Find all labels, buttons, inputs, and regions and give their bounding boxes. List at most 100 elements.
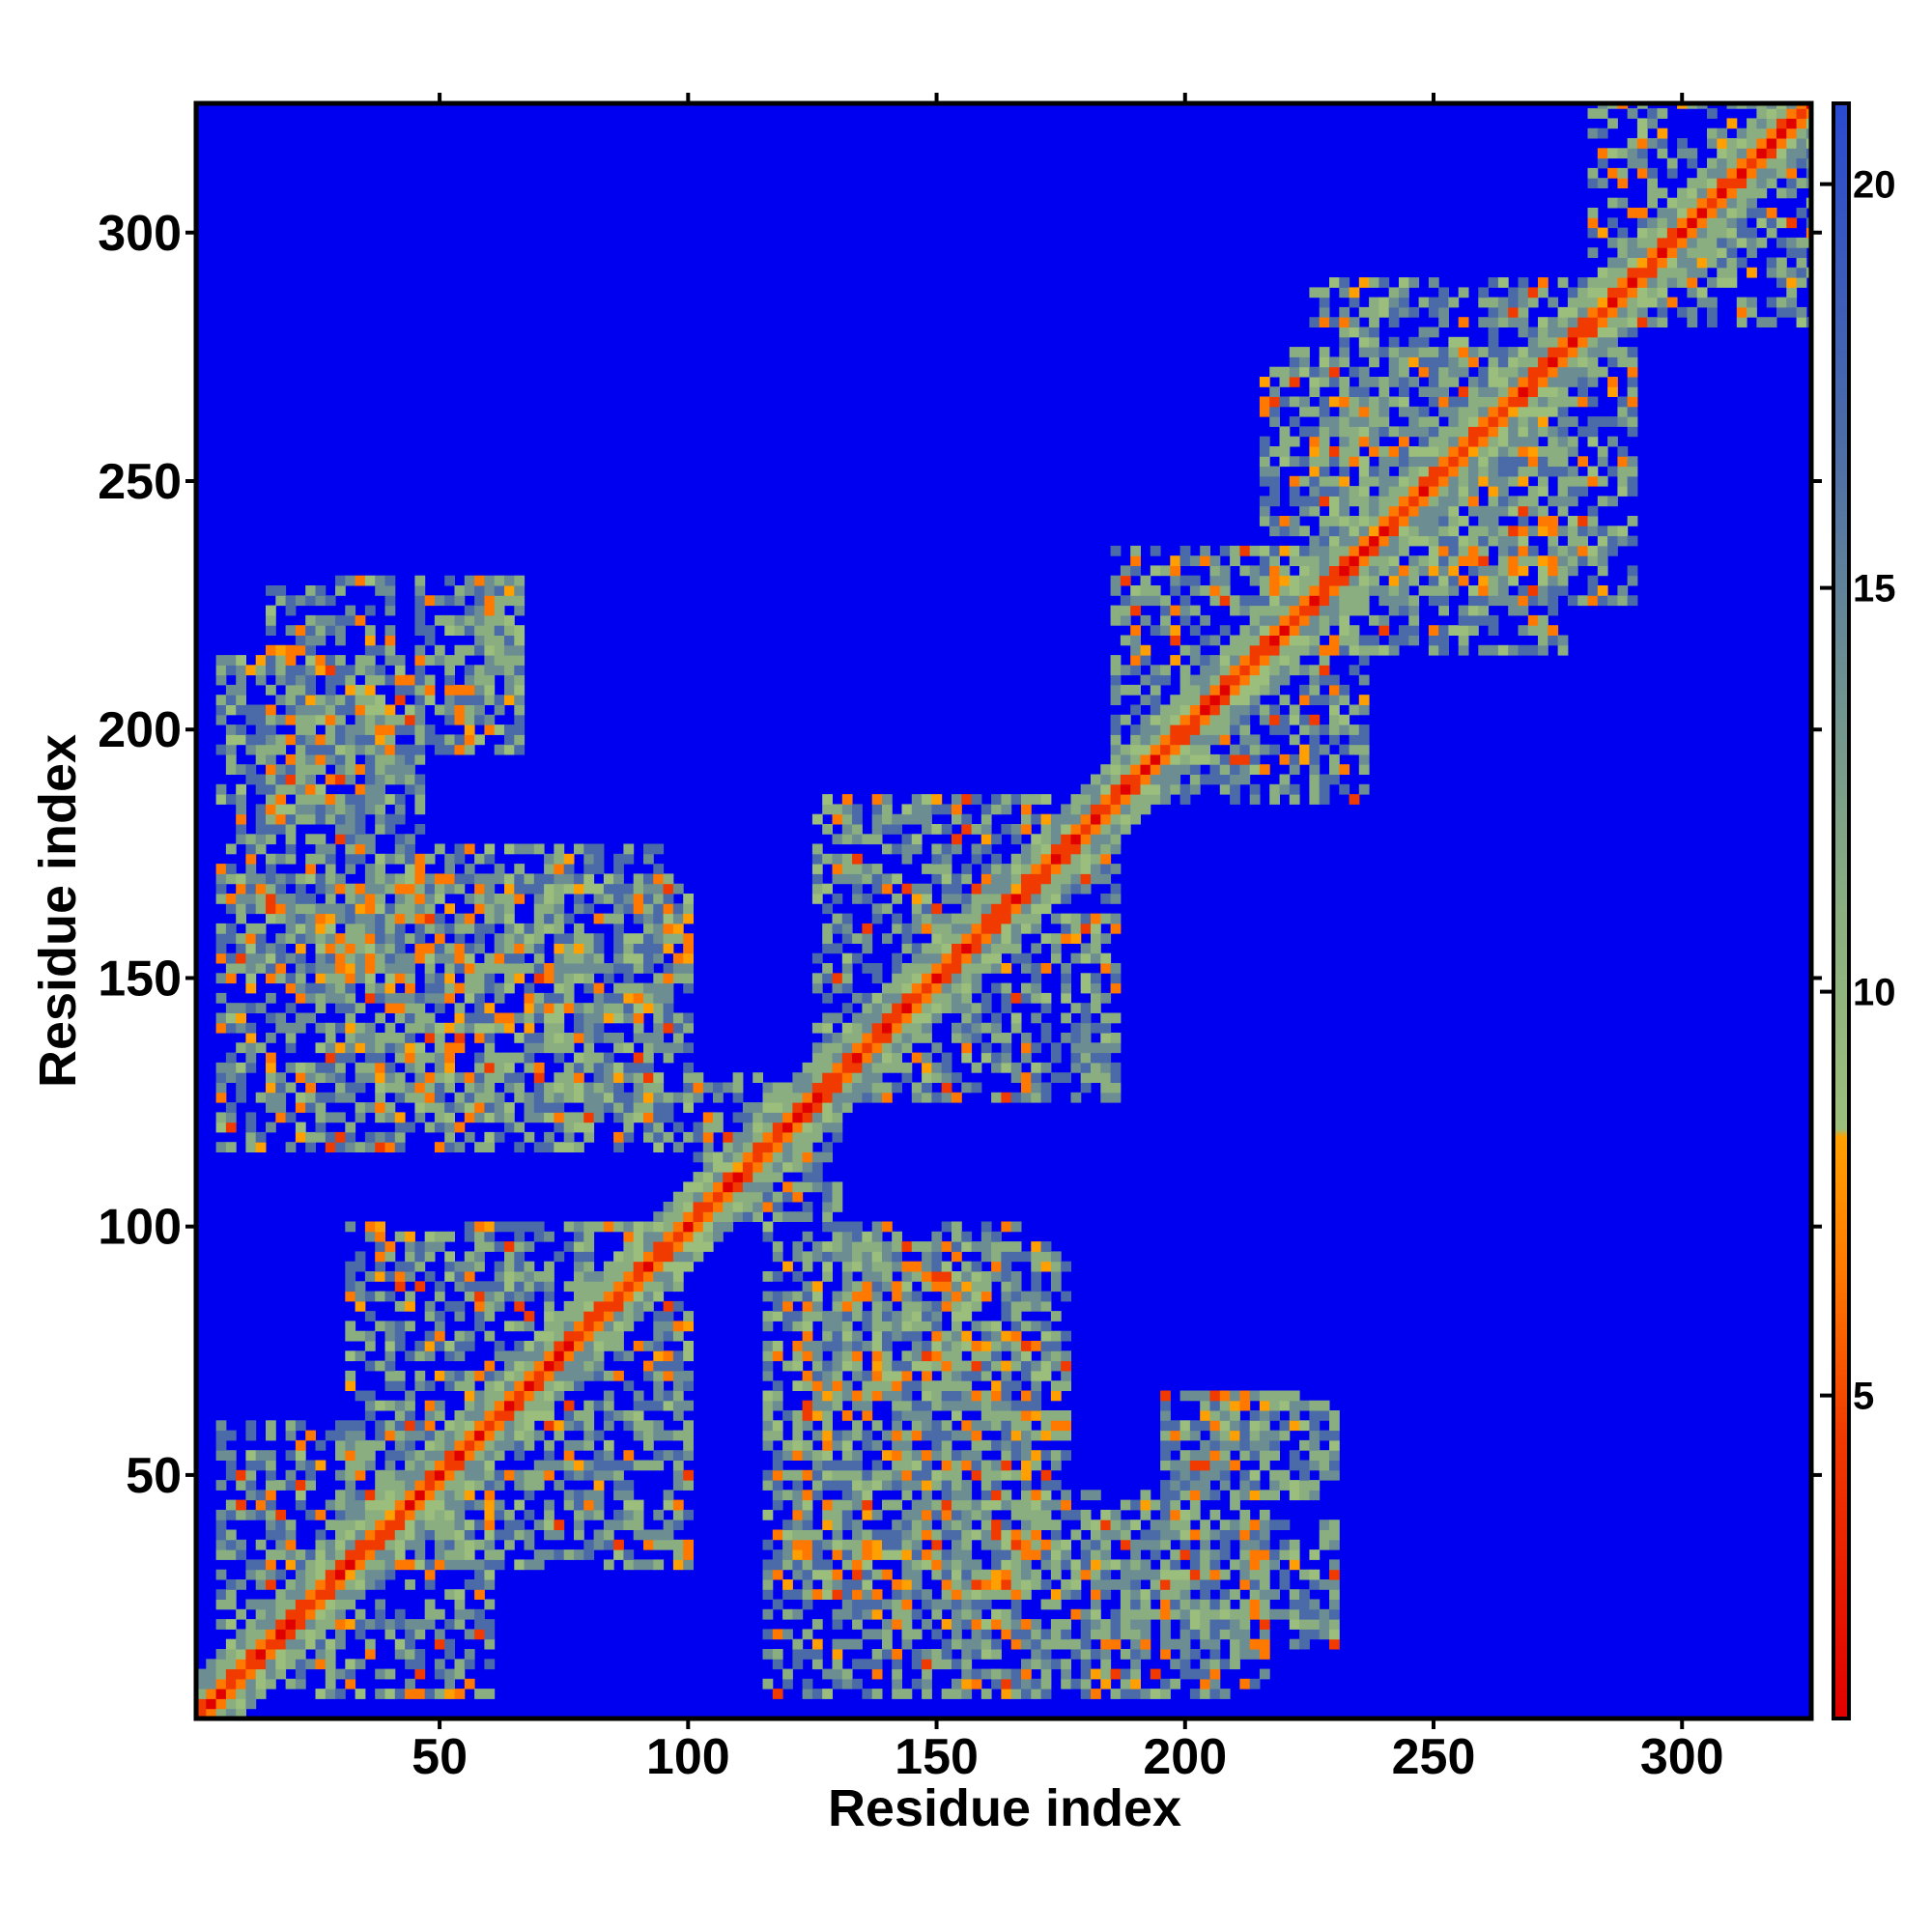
heatmap-cell [225,933,237,944]
heatmap-cell [672,1042,684,1054]
heatmap-cell [892,1231,902,1242]
heatmap-cell [494,625,505,636]
heatmap-cell [454,853,466,865]
heatmap-cell [375,1668,385,1680]
heatmap-cell [255,734,267,746]
heatmap-cell [1031,1649,1042,1660]
heatmap-cell [1001,992,1012,1004]
heatmap-cell [613,1300,624,1312]
heatmap-cell [633,933,644,944]
heatmap-cell [623,982,635,994]
heatmap-cell [1040,1559,1052,1571]
heatmap-cell [811,883,823,895]
heatmap-cell [305,704,316,716]
heatmap-cell [444,952,455,964]
heatmap-cell [643,1241,654,1252]
heatmap-cell [225,1698,237,1710]
heatmap-cell [225,1599,237,1610]
heatmap-cell [822,1370,833,1381]
heatmap-cell [832,913,843,924]
heatmap-cell [941,923,952,934]
heatmap-cell [1110,1092,1122,1103]
heatmap-cell [574,923,584,934]
heatmap-cell [792,1509,804,1520]
heatmap-cell [275,952,287,964]
heatmap-cell [484,1420,496,1432]
heatmap-cell [434,1112,445,1123]
heatmap-cell [464,894,475,904]
heatmap-cell [345,674,356,686]
heatmap-cell [862,873,873,885]
heatmap-cell [474,963,485,974]
heatmap-cell [454,1300,466,1312]
heatmap-cell [464,704,475,716]
heatmap-cell [672,1271,684,1282]
heatmap-cell [980,813,992,825]
heatmap-cell [1040,824,1052,835]
heatmap-cell [663,1499,674,1511]
heatmap-cell [484,1112,496,1123]
heatmap-cell [474,1261,485,1272]
heatmap-cell [841,1539,853,1550]
heatmap-cell [266,614,276,626]
heatmap-cell [434,704,445,716]
heatmap-cell [474,1082,485,1094]
heatmap-cell [613,1271,624,1282]
heatmap-cell [345,1430,356,1441]
heatmap-cell [980,1499,992,1511]
heatmap-cell [1070,1003,1082,1013]
heatmap-cell [215,1599,227,1610]
heatmap-cell [375,1251,385,1263]
heatmap-cell [364,1341,376,1351]
heatmap-cell [1080,1649,1092,1660]
heatmap-cell [236,894,246,904]
heatmap-cell [980,1400,992,1411]
heatmap-cell [504,585,515,596]
heatmap-cell [841,873,853,885]
heatmap-cell [484,1003,496,1013]
heatmap-cell [275,804,287,815]
heatmap-cell [762,1172,774,1182]
heatmap-cell [663,1360,674,1372]
heatmap-cell [315,655,327,666]
heatmap-cell [444,1350,455,1362]
heatmap-cell [474,684,485,696]
heatmap-cell [384,575,396,586]
heatmap-cell [325,1608,336,1620]
heatmap-cell [653,1142,665,1152]
heatmap-cell [633,1341,644,1351]
heatmap-cell [255,783,267,795]
heatmap-cell [1001,903,1012,915]
heatmap-cell [484,635,496,646]
heatmap-cell [1061,1291,1071,1302]
heatmap-cell [1170,1499,1181,1511]
heatmap-cell [494,1370,505,1381]
heatmap-cell [325,952,336,964]
heatmap-cell [1070,1529,1082,1541]
heatmap-cell [1040,1499,1052,1511]
heatmap-cell [285,1589,297,1600]
heatmap-cell [1061,883,1071,895]
heatmap-cell [384,1112,396,1123]
heatmap-cell [633,1271,644,1282]
heatmap-cell [285,1042,297,1054]
heatmap-cell [484,575,496,586]
heatmap-cell [364,1579,376,1590]
heatmap-cell [1080,873,1092,885]
heatmap-cell [702,1172,714,1182]
heatmap-cell [683,894,694,904]
heatmap-cell [980,1629,992,1640]
heatmap-cell [1120,1649,1131,1660]
heatmap-cell [802,1490,813,1501]
heatmap-cell [952,873,962,885]
heatmap-cell [901,1300,913,1312]
heatmap-cell [653,913,665,924]
heatmap-cell [524,1410,535,1421]
heatmap-cell [811,1291,823,1302]
heatmap-cell [1160,1689,1171,1699]
heatmap-cell [1070,1509,1082,1520]
heatmap-cell [384,1102,396,1113]
heatmap-cell [762,1678,774,1690]
heatmap-cell [1031,1360,1042,1372]
heatmap-cell [1061,864,1071,874]
